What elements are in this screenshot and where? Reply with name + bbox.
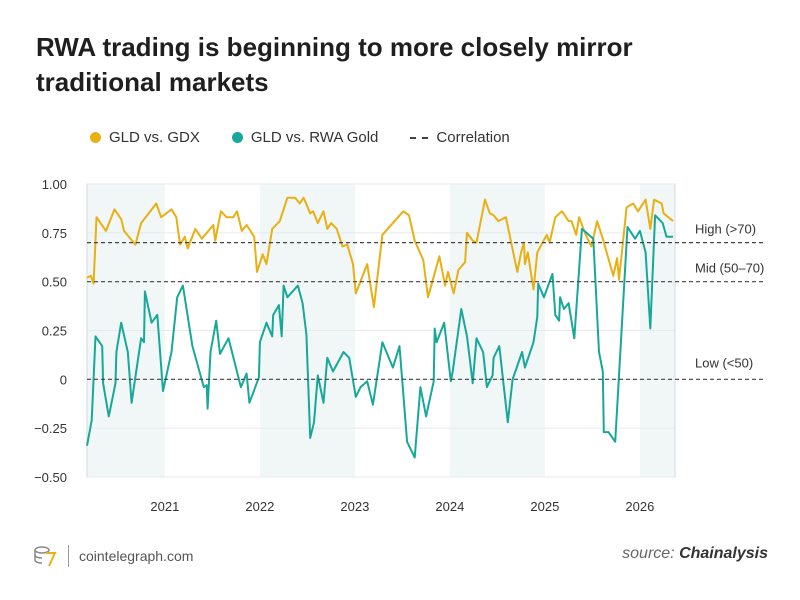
y-tick-label: 0.75 [42, 226, 67, 241]
y-tick-label: 0.25 [42, 324, 67, 339]
series-line-gld-rwa-gold [86, 214, 674, 459]
x-tick-label: 2023 [340, 499, 369, 514]
footer-site: cointelegraph.com [79, 548, 194, 564]
series-line-gld-gdx [86, 196, 674, 309]
chart-title: RWA trading is beginning to more closely… [36, 32, 633, 97]
x-tick-label: 2026 [625, 499, 654, 514]
footer-separator [68, 545, 69, 567]
footer-source: source: Chainalysis [622, 545, 768, 563]
legend-label: GLD vs. GDX [109, 129, 200, 146]
legend: GLD vs. GDX GLD vs. RWA Gold Correlation [90, 129, 510, 146]
source-name: Chainalysis [679, 545, 768, 562]
cointelegraph-logo-icon [34, 546, 57, 567]
x-tick-label: 2022 [245, 499, 274, 514]
y-tick-label: 1.00 [42, 177, 67, 192]
legend-marker-gld-rwa-gold [231, 132, 243, 143]
legend-item-gld-gdx: GLD vs. GDX [90, 129, 200, 146]
legend-label: GLD vs. RWA Gold [250, 129, 379, 146]
legend-label: Correlation [436, 129, 510, 146]
legend-item-gld-rwa-gold: GLD vs. RWA Gold [231, 129, 379, 146]
y-tick-label: −0.25 [34, 421, 67, 436]
legend-marker-correlation [410, 136, 429, 139]
reference-line-label: High (>70) [695, 222, 756, 237]
x-tick-label: 2024 [435, 499, 464, 514]
y-tick-label: −0.50 [34, 470, 67, 485]
reference-line-label: Low (<50) [695, 355, 753, 370]
legend-marker-gld-gdx [90, 132, 101, 143]
x-tick-label: 2021 [150, 499, 179, 514]
legend-item-correlation: Correlation [410, 129, 510, 146]
y-tick-label: 0.50 [42, 275, 67, 290]
y-tick-label: 0 [60, 372, 67, 387]
footer-brand: cointelegraph.com [32, 543, 193, 569]
source-prefix: source: [622, 545, 675, 562]
reference-line-label: Mid (50–70) [695, 261, 764, 276]
x-tick-label: 2025 [530, 499, 559, 514]
